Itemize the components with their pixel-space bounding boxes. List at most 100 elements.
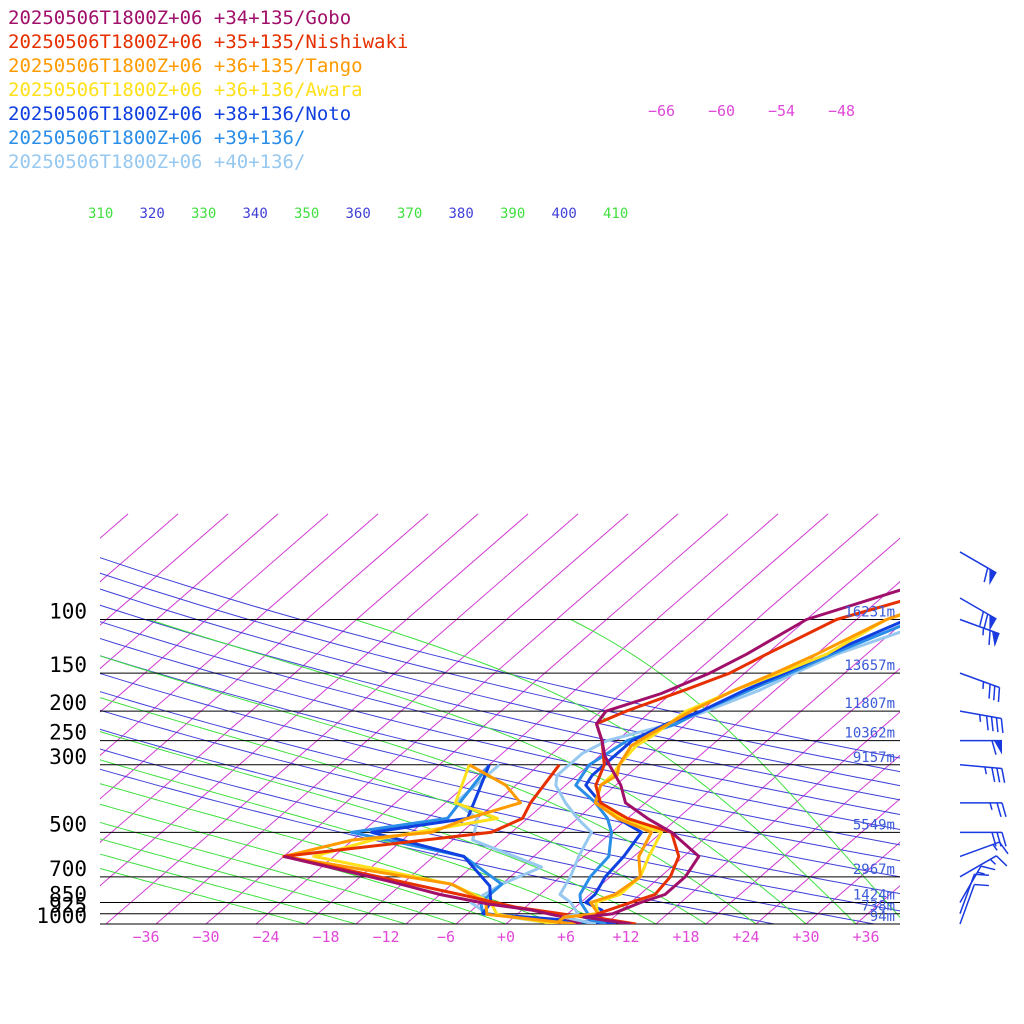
upper-temperature-labels: −66 −60 −54 −48	[648, 102, 855, 120]
dry-adiabat-line	[100, 637, 900, 831]
isotherm-line	[355, 513, 829, 924]
wind-barb	[960, 739, 1002, 755]
dewpoint-line	[282, 763, 577, 924]
wind-barb	[959, 873, 989, 914]
pressure-label: 250	[49, 721, 87, 745]
isotherm-line	[1006, 514, 1024, 924]
pressure-label: 100	[49, 600, 87, 624]
isotherm-line	[805, 841, 900, 924]
theta-label: 310	[88, 206, 113, 222]
isotherm-line	[100, 513, 279, 670]
isotherm-line	[505, 581, 900, 924]
theta-label: 340	[243, 206, 268, 222]
dry-adiabat-line	[100, 604, 900, 801]
temperature-tick-label: −12	[372, 928, 399, 946]
legend-entry: 20250506T1800Z+06 +35+135/Nishiwaki	[8, 31, 408, 53]
legend-entry: 20250506T1800Z+06 +36+136/Awara	[8, 79, 363, 101]
temperature-tick-label: −6	[437, 928, 455, 946]
legend: 20250506T1800Z+06 +34+135/Gobo20250506T1…	[8, 7, 408, 173]
height-label: 2967m	[853, 862, 895, 878]
isotherm-line	[155, 513, 629, 924]
isobar-grid	[100, 619, 900, 925]
temperature-tick-label: +36	[852, 928, 879, 946]
pressure-label: 200	[49, 691, 87, 715]
wind-barb	[959, 618, 1000, 648]
theta-label: 390	[500, 206, 525, 222]
height-label: 16231m	[844, 605, 895, 621]
height-label: 738m	[861, 899, 895, 915]
isotherm-line	[100, 513, 329, 713]
wind-barb	[959, 883, 989, 925]
upper-temperature-label: −54	[768, 102, 795, 120]
temperature-line	[554, 630, 900, 924]
temperature-line	[574, 624, 900, 924]
theta-label: 400	[552, 206, 577, 222]
temperature-tick-label: −24	[252, 928, 279, 946]
dry-adiabat-line	[100, 728, 900, 912]
height-label: 9157m	[853, 750, 895, 766]
height-label: 10362m	[844, 726, 895, 742]
isotherm-line	[100, 513, 379, 757]
legend-entry: 20250506T1800Z+06 +36+135/Tango	[8, 55, 363, 77]
temperature-tick-label: +18	[672, 928, 699, 946]
temperature-axis-labels: −36 −30 −24 −18 −12 −6 +0 +6 +12 +18 +24 +30 +36	[132, 928, 879, 946]
pressure-label: 700	[49, 857, 87, 881]
temperature-tick-label: −30	[192, 928, 219, 946]
dry-adiabat-line	[100, 621, 900, 815]
upper-temperature-label: −48	[828, 102, 855, 120]
height-label: 5549m	[853, 817, 895, 833]
temperature-line	[582, 588, 900, 924]
dewpoint-line	[370, 764, 617, 924]
pressure-label: 925	[49, 894, 87, 918]
isotherm-line	[555, 624, 900, 924]
theta-label: 360	[346, 206, 371, 222]
temperature-line	[584, 620, 900, 924]
upper-temperature-label: −66	[648, 102, 675, 120]
height-label: 11807m	[844, 696, 895, 712]
theta-label: 320	[140, 206, 165, 222]
moist-adiabat-line	[148, 619, 807, 924]
isotherm-line	[906, 514, 1024, 924]
pressure-label: 850	[49, 883, 87, 907]
height-label: 94m	[870, 909, 895, 925]
wind-barb	[960, 831, 1007, 847]
wind-barb	[959, 855, 1008, 878]
pressure-label: 150	[49, 653, 87, 677]
temperature-tick-label: +0	[497, 928, 515, 946]
isotherm-line	[105, 513, 579, 924]
dry-adiabat-line	[100, 572, 900, 773]
theta-label: 380	[449, 206, 474, 222]
legend-entry: 20250506T1800Z+06 +40+136/	[8, 151, 305, 173]
wind-barbs	[959, 551, 1009, 925]
isotherm-line	[305, 513, 779, 924]
pressure-label: 300	[49, 745, 87, 769]
wind-barb	[959, 841, 1009, 858]
isotherm-line	[100, 513, 529, 887]
legend-entry: 20250506T1800Z+06 +38+136/Noto	[8, 103, 351, 125]
temperature-line	[592, 599, 900, 924]
legend-entry: 20250506T1800Z+06 +39+136/	[8, 127, 305, 149]
isotherm-line	[100, 513, 179, 583]
temperature-line	[555, 613, 900, 924]
theta-labels: 310 320 330 340 350 360 370 380 390 400 410	[88, 206, 628, 222]
isotherm-line	[255, 513, 729, 924]
upper-temperature-label: −60	[708, 102, 735, 120]
temperature-tick-label: +6	[557, 928, 575, 946]
temperature-tick-label: +30	[792, 928, 819, 946]
wind-barb	[959, 551, 997, 586]
dewpoint-line	[312, 764, 557, 924]
height-label: 13657m	[844, 658, 895, 674]
legend-entry: 20250506T1800Z+06 +34+135/Gobo	[8, 7, 351, 29]
isotherm-line	[755, 798, 900, 924]
wind-barb	[959, 597, 997, 632]
theta-label: 330	[191, 206, 216, 222]
dry-adiabat-line	[100, 655, 900, 846]
temperature-tick-label: −18	[312, 928, 339, 946]
sounding-profiles	[282, 588, 900, 924]
temperature-tick-label: −36	[132, 928, 159, 946]
isotherm-grid	[100, 513, 1024, 924]
theta-label: 370	[397, 206, 422, 222]
